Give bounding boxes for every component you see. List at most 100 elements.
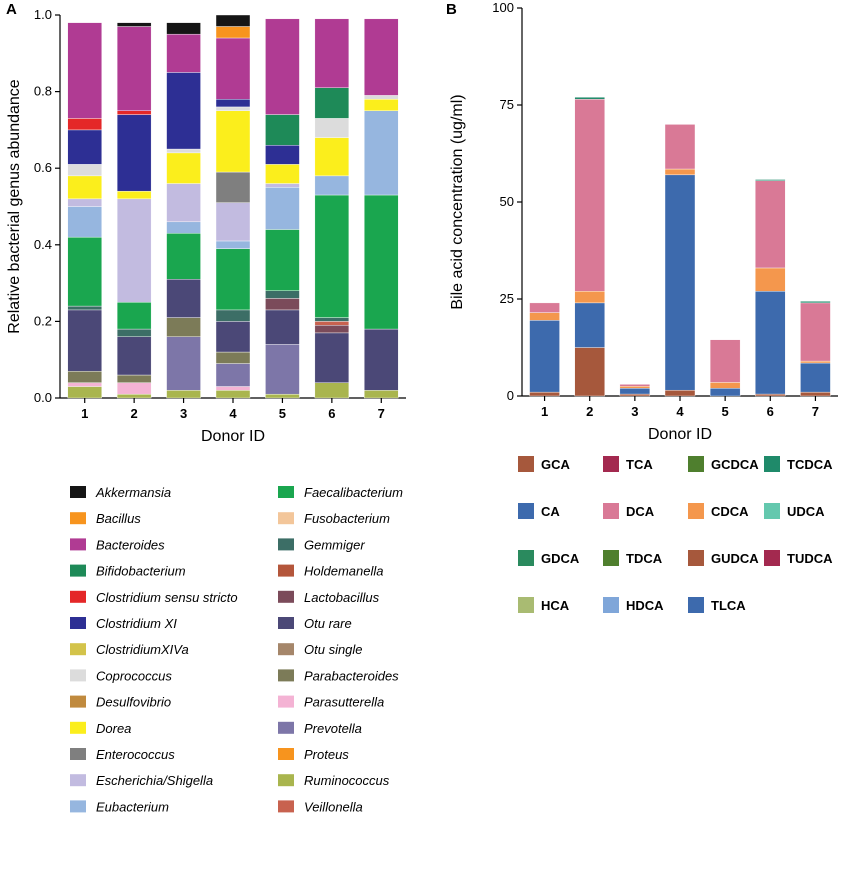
b-legend-swatch bbox=[518, 550, 534, 566]
b-legend-label: GCA bbox=[541, 457, 571, 472]
a-bar-escherichia-shigella-donor-3 bbox=[166, 183, 201, 223]
a-bar-bacteroides-donor-3 bbox=[166, 33, 201, 73]
a-legend-label: Otu rare bbox=[304, 616, 352, 631]
a-bar-parabacteroides-donor-3 bbox=[166, 317, 201, 337]
a-bar-otu-rare-donor-4 bbox=[215, 321, 251, 353]
a-legend-label: Lactobacillus bbox=[304, 590, 380, 605]
b-bar-ca-donor-1 bbox=[529, 320, 560, 393]
a-legend-label: Bifidobacterium bbox=[96, 564, 186, 579]
a-legend-swatch bbox=[70, 643, 86, 656]
a-bar-clostridium-sensu-stricto-donor-2 bbox=[116, 110, 152, 115]
a-legend-label: Otu single bbox=[304, 642, 363, 657]
a-bar-bacteroides-donor-1 bbox=[67, 22, 102, 119]
b-legend-swatch bbox=[764, 456, 780, 472]
a-legend-label: Clostridium sensu stricto bbox=[96, 590, 238, 605]
a-bar-dorea-donor-6 bbox=[314, 137, 350, 177]
a-legend-label: Eubacterium bbox=[96, 799, 169, 814]
a-bar-veillonella-donor-6 bbox=[314, 321, 350, 326]
a-bar-akkermansia-donor-2 bbox=[116, 22, 152, 27]
a-legend-item-lactobacillus: Lactobacillus bbox=[278, 590, 380, 605]
b-bar-dca-donor-2 bbox=[574, 98, 605, 292]
a-legend-label: Parasutterella bbox=[304, 695, 384, 710]
a-legend-label: ClostridiumXIVa bbox=[96, 642, 189, 657]
b-bar-ca-donor-2 bbox=[574, 302, 605, 348]
a-legend-swatch bbox=[70, 721, 86, 734]
a-legend-label: Veillonella bbox=[304, 799, 363, 814]
b-legend-label: GCDCA bbox=[711, 457, 759, 472]
a-bar-coprococcus-donor-1 bbox=[67, 164, 102, 177]
a-bar-bifidobacterium-donor-6 bbox=[314, 87, 350, 119]
b-legend-label: GUDCA bbox=[711, 551, 759, 566]
a-bar-coprococcus-donor-7 bbox=[364, 95, 399, 100]
a-bar-dorea-donor-4 bbox=[215, 110, 251, 173]
a-bar-clostridium-xi-donor-4 bbox=[215, 99, 251, 108]
panel-b-label: B bbox=[446, 1, 457, 18]
a-legend-swatch bbox=[70, 486, 86, 498]
b-legend-item-tlca: TLCA bbox=[688, 597, 746, 613]
a-legend-swatch bbox=[278, 486, 294, 498]
b-y-tick-label: 25 bbox=[500, 291, 514, 306]
b-legend-item-gdca: GDCA bbox=[518, 550, 580, 566]
a-legend-item-faecalibacterium: Faecalibacterium bbox=[278, 485, 403, 500]
a-bar-ruminococcus-donor-4 bbox=[215, 390, 251, 399]
b-bar-dca-donor-3 bbox=[619, 384, 651, 387]
a-legend-swatch bbox=[278, 748, 294, 760]
a-bar-enterococcus-donor-4 bbox=[215, 171, 251, 203]
a-bar-parabacteroides-donor-2 bbox=[116, 374, 152, 383]
a-legend-label: Enterococcus bbox=[96, 747, 175, 762]
a-y-tick-label: 0.2 bbox=[34, 313, 52, 328]
b-bar-cdca-donor-7 bbox=[800, 360, 831, 364]
a-legend-swatch bbox=[70, 774, 86, 787]
a-legend-swatch bbox=[278, 590, 294, 603]
a-bar-clostridium-sensu-stricto-donor-1 bbox=[67, 118, 102, 131]
a-bar-gemmiger-donor-1 bbox=[67, 305, 102, 311]
b-bar-tcdca-donor-2 bbox=[574, 97, 605, 100]
a-legend-swatch bbox=[278, 617, 294, 629]
a-y-tick-label: 0.4 bbox=[34, 237, 52, 252]
a-legend-item-bacteroides: Bacteroides bbox=[70, 537, 165, 552]
b-legend-label: GDCA bbox=[541, 551, 580, 566]
a-bar-otu-rare-donor-2 bbox=[116, 336, 152, 376]
b-legend-label: HDCA bbox=[626, 598, 664, 613]
b-bar-dca-donor-5 bbox=[709, 339, 741, 383]
a-legend-item-fusobacterium: Fusobacterium bbox=[278, 511, 390, 526]
a-bar-eubacterium-donor-4 bbox=[215, 240, 251, 249]
a-legend-swatch bbox=[278, 721, 294, 734]
a-bar-ruminococcus-donor-1 bbox=[67, 386, 102, 399]
a-bar-lactobacillus-donor-5 bbox=[265, 298, 300, 311]
a-x-tick-label: 5 bbox=[279, 406, 286, 421]
b-legend-swatch bbox=[518, 597, 534, 613]
a-bar-ruminococcus-donor-2 bbox=[116, 393, 152, 399]
a-bar-otu-rare-donor-7 bbox=[364, 328, 399, 391]
a-legend-item-akkermansia: Akkermansia bbox=[70, 485, 171, 500]
a-bar-clostridium-xi-donor-2 bbox=[116, 114, 152, 192]
a-bar-ruminococcus-donor-5 bbox=[265, 393, 300, 399]
a-bar-parabacteroides-donor-4 bbox=[215, 351, 251, 364]
a-legend-item-coprococcus: Coprococcus bbox=[70, 668, 172, 683]
a-bar-dorea-donor-1 bbox=[67, 175, 102, 200]
a-legend-item-clostridium-xi: Clostridium XI bbox=[70, 616, 177, 631]
a-y-tick-label: 1.0 bbox=[34, 7, 52, 22]
a-legend-swatch bbox=[70, 590, 86, 603]
b-legend-label: DCA bbox=[626, 504, 655, 519]
a-legend-item-escherichia-shigella: Escherichia/Shigella bbox=[70, 773, 213, 788]
b-legend-item-gca: GCA bbox=[518, 456, 571, 472]
a-legend-item-ruminococcus: Ruminococcus bbox=[278, 773, 390, 788]
b-legend-item-tudca: TUDCA bbox=[764, 550, 833, 566]
b-x-tick-label: 1 bbox=[541, 404, 548, 419]
a-legend-item-gemmiger: Gemmiger bbox=[278, 537, 365, 552]
a-legend-item-eubacterium: Eubacterium bbox=[70, 799, 169, 814]
a-bar-eubacterium-donor-6 bbox=[314, 175, 350, 196]
a-bar-otu-rare-donor-6 bbox=[314, 332, 350, 383]
b-bar-dca-donor-1 bbox=[529, 302, 560, 313]
a-legend-item-veillonella: Veillonella bbox=[278, 799, 363, 814]
a-bar-prevotella-donor-5 bbox=[265, 344, 300, 395]
a-x-axis-title: Donor ID bbox=[201, 428, 265, 445]
b-legend-item-gcdca: GCDCA bbox=[688, 456, 759, 472]
b-legend-swatch bbox=[603, 503, 619, 519]
b-legend: GCA TCA GCDCA TCDCA CA DCA CDCA UDCA GDCA TDCA GUD… bbox=[518, 456, 833, 613]
a-y-tick-label: 0.8 bbox=[34, 84, 52, 99]
a-legend-swatch bbox=[278, 695, 294, 708]
a-bar-ruminococcus-donor-3 bbox=[166, 390, 201, 399]
